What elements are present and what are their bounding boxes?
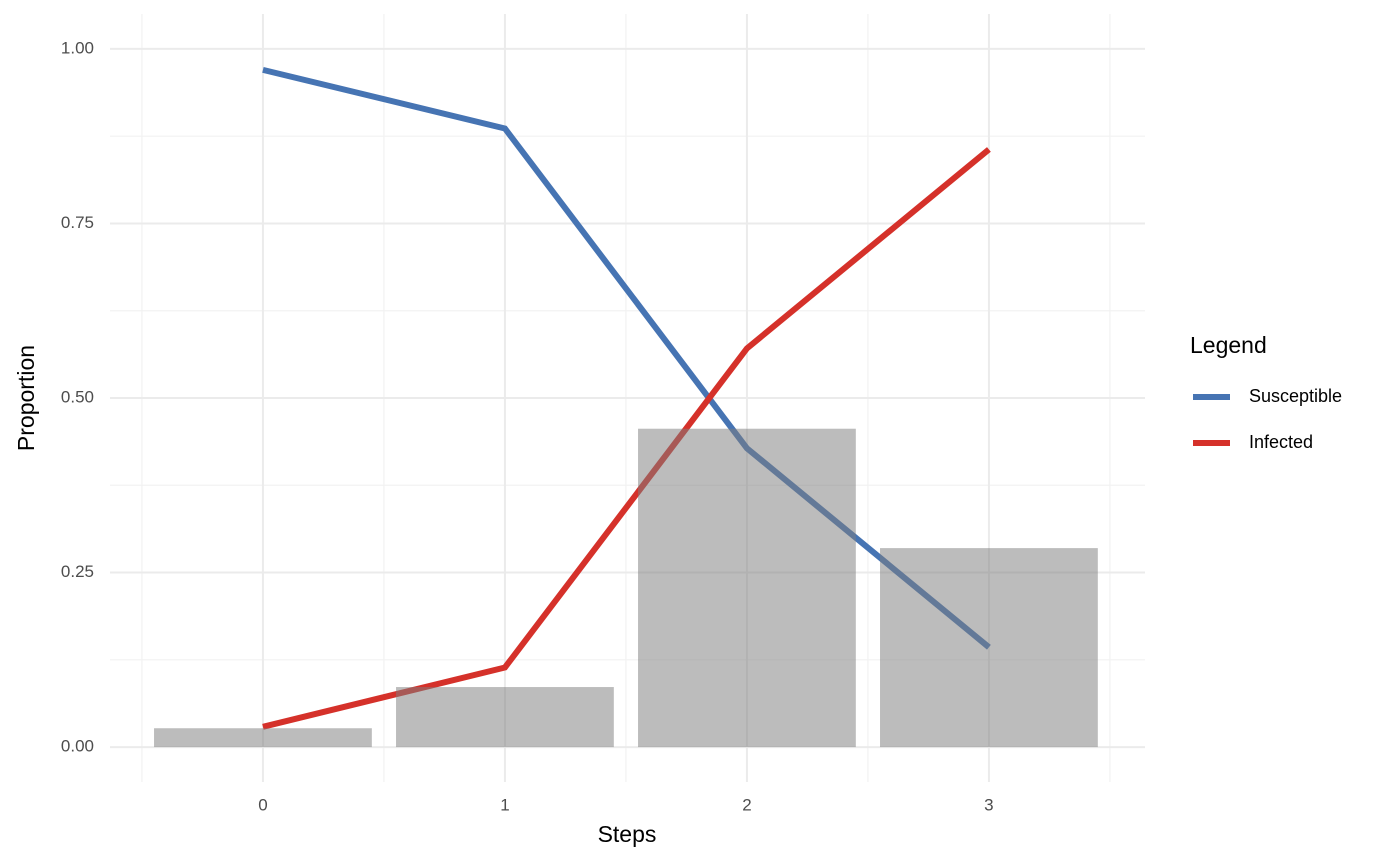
y-tick-label: 0.75 [61, 213, 94, 232]
x-tick-label: 2 [742, 795, 751, 814]
series-line [262, 66, 991, 650]
y-axis-title: Proportion [13, 345, 39, 451]
x-axis-title: Steps [598, 821, 657, 847]
legend-label: Infected [1249, 432, 1313, 452]
x-tick-label: 3 [984, 795, 993, 814]
bar [154, 728, 372, 748]
bar [880, 548, 1098, 748]
y-tick-label: 0.25 [61, 562, 94, 581]
legend-title: Legend [1190, 332, 1267, 358]
x-tick-label: 1 [500, 795, 509, 814]
y-tick-label: 1.00 [61, 38, 94, 57]
y-tick-label: 0.50 [61, 387, 94, 406]
bar [396, 687, 614, 748]
x-tick-label: 0 [258, 795, 267, 814]
series-line [262, 147, 991, 730]
bar [638, 428, 856, 748]
y-tick-label: 0.00 [61, 737, 94, 756]
legend-label: Susceptible [1249, 386, 1342, 406]
